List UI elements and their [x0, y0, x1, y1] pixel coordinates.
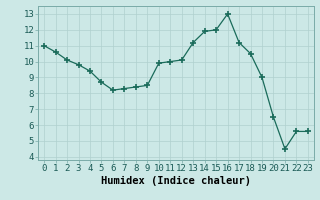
X-axis label: Humidex (Indice chaleur): Humidex (Indice chaleur)	[101, 176, 251, 186]
